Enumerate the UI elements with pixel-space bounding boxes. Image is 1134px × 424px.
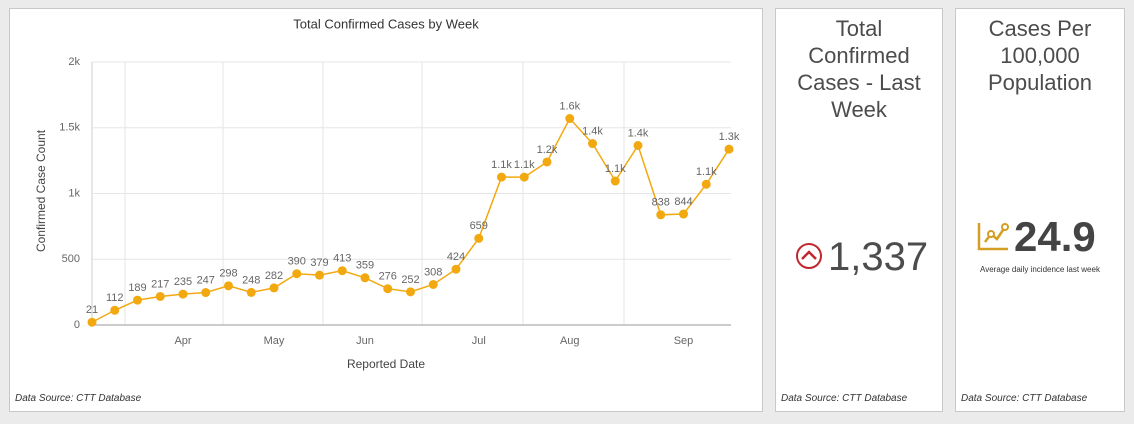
data-label: 1.6k bbox=[559, 100, 580, 112]
y-tick-label: 1.5k bbox=[59, 122, 80, 134]
data-label: 189 bbox=[128, 282, 146, 294]
data-label: 282 bbox=[265, 270, 283, 282]
data-label: 235 bbox=[174, 276, 192, 288]
point bbox=[383, 284, 393, 294]
point bbox=[360, 273, 370, 283]
point bbox=[155, 291, 165, 301]
data-source: Data Source: CTT Database bbox=[15, 393, 142, 404]
data-label: 1.1k bbox=[514, 159, 535, 171]
data-label: 247 bbox=[197, 274, 215, 286]
data-label: 838 bbox=[652, 197, 670, 209]
data-label: 359 bbox=[356, 260, 374, 272]
point bbox=[474, 233, 484, 243]
up-icon bbox=[796, 243, 822, 269]
x-tick-label: Apr bbox=[174, 335, 191, 347]
data-label: 1.2k bbox=[537, 144, 558, 156]
point bbox=[451, 264, 461, 274]
data-label: 308 bbox=[424, 266, 442, 278]
data-label: 424 bbox=[447, 251, 465, 263]
data-label: 298 bbox=[219, 268, 237, 280]
point bbox=[542, 157, 552, 167]
panel-title: Cases Per 100,000 Population bbox=[988, 16, 1092, 95]
x-tick-label: Jul bbox=[472, 335, 486, 347]
data-label: 1.1k bbox=[491, 159, 512, 171]
data-source: Data Source: CTT Database bbox=[961, 393, 1088, 404]
chart-panel: Total Confirmed Cases by Week Reported D… bbox=[9, 8, 763, 412]
x-axis-title: Reported Date bbox=[347, 357, 425, 371]
point bbox=[701, 179, 711, 189]
stat-panel: Cases Per 100,000 Population 24.9 Averag… bbox=[955, 8, 1125, 412]
data-label: 1.1k bbox=[605, 163, 626, 175]
data-label: 112 bbox=[106, 292, 124, 304]
data-label: 21 bbox=[86, 304, 98, 316]
y-tick-label: 500 bbox=[62, 253, 80, 265]
x-tick-label: Aug bbox=[560, 335, 580, 347]
y-tick-label: 1k bbox=[68, 187, 80, 199]
data-source: Data Source: CTT Database bbox=[781, 393, 908, 404]
data-label: 1.4k bbox=[582, 125, 603, 137]
x-tick-label: May bbox=[264, 335, 285, 347]
point bbox=[292, 269, 302, 279]
y-axis-title: Confirmed Case Count bbox=[34, 129, 48, 252]
point bbox=[497, 172, 506, 182]
point bbox=[87, 317, 97, 327]
chart-icon bbox=[977, 223, 1009, 251]
data-label: 413 bbox=[333, 253, 351, 265]
chart-title: Total Confirmed Cases by Week bbox=[293, 16, 479, 31]
point bbox=[633, 141, 643, 151]
point bbox=[201, 288, 211, 298]
y-tick-label: 0 bbox=[74, 319, 80, 331]
data-label: 252 bbox=[401, 274, 419, 286]
stat-subtitle: Average daily incidence last week bbox=[980, 265, 1100, 274]
point bbox=[337, 266, 347, 276]
point bbox=[679, 209, 688, 219]
data-label: 1.1k bbox=[696, 166, 717, 178]
point bbox=[246, 287, 256, 297]
data-label: 217 bbox=[151, 278, 169, 290]
point bbox=[269, 283, 279, 293]
point bbox=[178, 289, 188, 299]
data-label: 379 bbox=[310, 257, 328, 269]
stat-value: 24.9 bbox=[1014, 213, 1096, 260]
point bbox=[519, 172, 529, 182]
point bbox=[133, 295, 142, 305]
data-label: 659 bbox=[470, 220, 488, 232]
x-tick-label: Sep bbox=[674, 335, 694, 347]
point bbox=[656, 210, 666, 220]
stat-panel: Total Confirmed Cases - Last Week 1,337 … bbox=[775, 8, 943, 412]
panel-title: Total Confirmed Cases - Last Week bbox=[797, 16, 921, 122]
chart: Total Confirmed Cases by Week Reported D… bbox=[34, 16, 740, 371]
point bbox=[315, 270, 324, 280]
point bbox=[588, 139, 597, 149]
stat-value: 1,337 bbox=[828, 235, 929, 279]
point bbox=[224, 281, 233, 291]
data-label: 276 bbox=[379, 271, 397, 283]
point bbox=[565, 114, 575, 124]
point bbox=[406, 287, 415, 297]
point bbox=[610, 176, 620, 186]
point bbox=[724, 144, 734, 154]
point bbox=[110, 305, 120, 315]
point bbox=[428, 279, 438, 289]
data-label: 1.3k bbox=[719, 131, 740, 143]
y-tick-label: 2k bbox=[68, 56, 80, 68]
data-label: 248 bbox=[242, 274, 260, 286]
x-tick-label: Jun bbox=[356, 335, 374, 347]
data-label: 1.4k bbox=[628, 127, 649, 139]
data-label: 844 bbox=[674, 196, 692, 208]
data-label: 390 bbox=[288, 256, 306, 268]
